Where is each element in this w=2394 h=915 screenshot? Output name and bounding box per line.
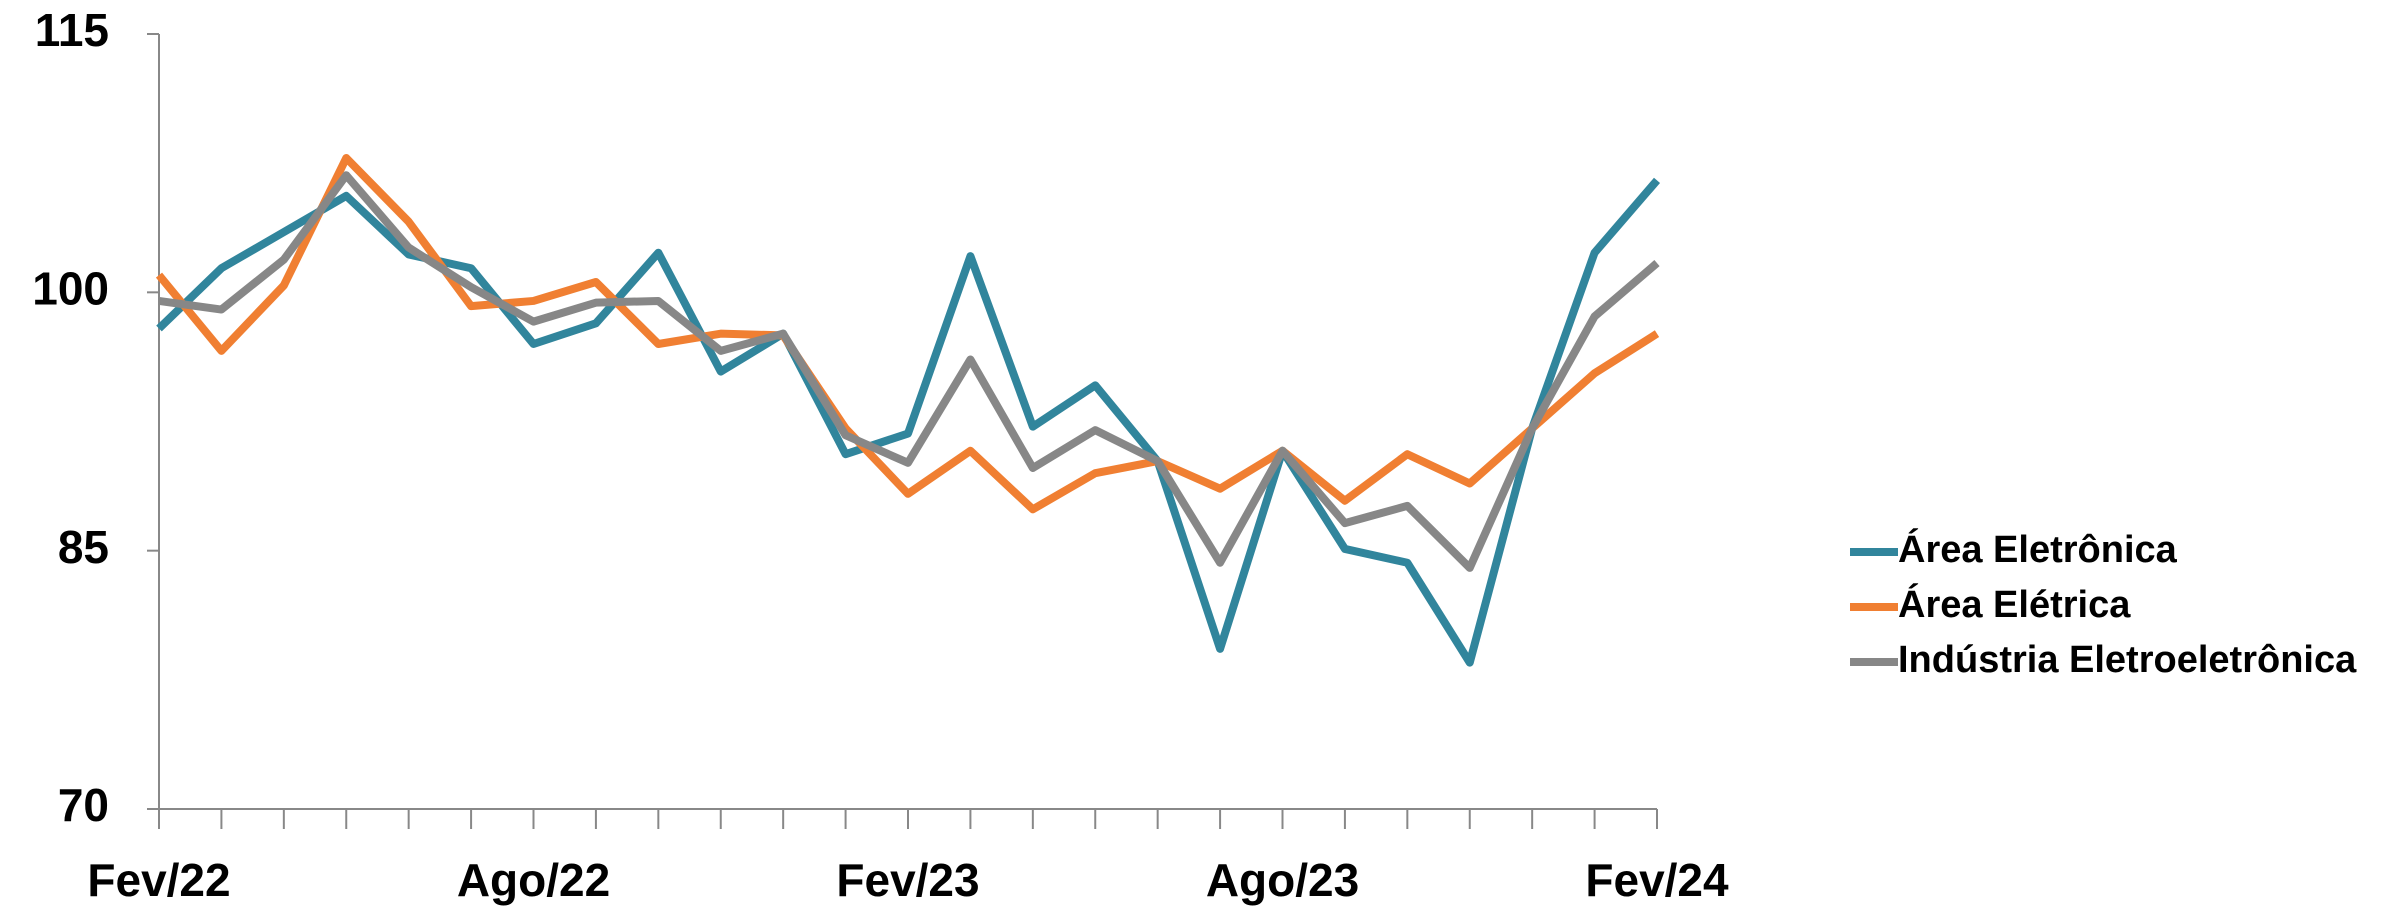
x-tick-label: Fev/24 xyxy=(1585,854,1729,906)
series-line xyxy=(155,154,1660,514)
y-tick-label: 100 xyxy=(32,262,109,314)
x-tick-label: Fev/23 xyxy=(836,854,979,906)
legend-label: Área Eletrônica xyxy=(1898,527,2178,571)
series-line xyxy=(158,171,1660,572)
x-tick-label: Ago/23 xyxy=(1206,854,1359,906)
legend-label: Área Elétrica xyxy=(1898,582,2131,626)
y-tick-label: 115 xyxy=(35,4,109,56)
y-tick-label: 70 xyxy=(58,779,109,831)
x-tick-label: Ago/22 xyxy=(457,854,610,906)
legend-label: Indústria Eletroeletrônica xyxy=(1898,639,2357,681)
y-tick-label: 85 xyxy=(58,521,109,573)
x-tick-label: Fev/22 xyxy=(87,854,230,906)
series-line xyxy=(156,177,1661,667)
